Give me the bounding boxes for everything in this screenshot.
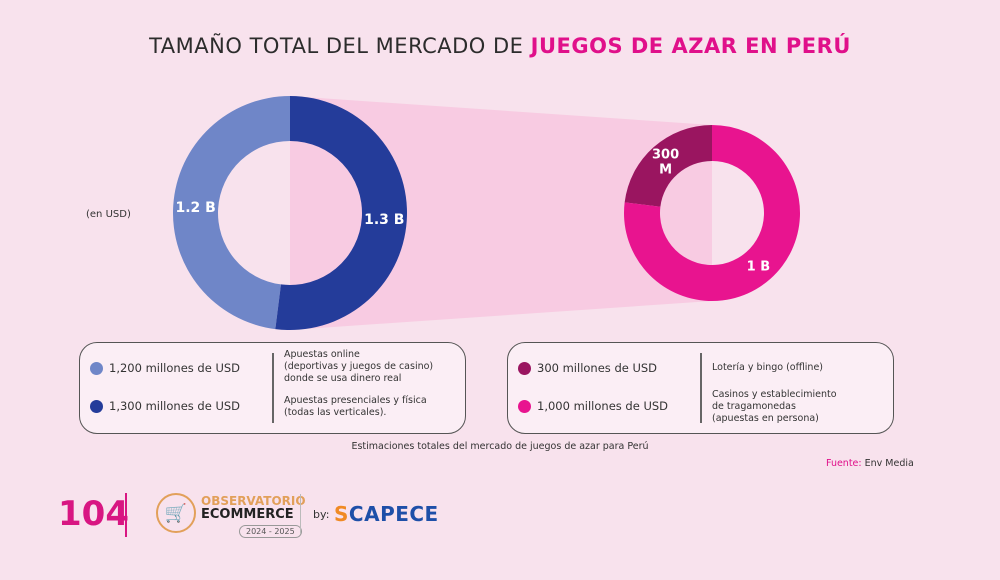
legend-box-right: 300 millones de USD 1,000 millones de US… bbox=[507, 342, 894, 434]
page-title: TAMAÑO TOTAL DEL MERCADO DE JUEGOS DE AZ… bbox=[0, 34, 1000, 58]
legend-item: 1,000 millones de USD bbox=[518, 399, 668, 413]
legend-dot bbox=[518, 361, 531, 375]
observatorio-logo: OBSERVATORIO ECOMMERCE 2024 - 2025 bbox=[201, 494, 306, 538]
legend-value: 300 millones de USD bbox=[537, 361, 658, 375]
title-prefix: TAMAÑO TOTAL DEL MERCADO DE bbox=[149, 34, 531, 58]
legend-desc: Lotería y bingo (offline) bbox=[712, 362, 824, 373]
slice-label: 300 M bbox=[652, 148, 679, 178]
donut-slice bbox=[275, 96, 407, 330]
legend-desc: Apuestas presenciales y física (todas las… bbox=[284, 395, 427, 418]
by-label: by: bbox=[313, 508, 330, 521]
source: Fuente: Env Media bbox=[826, 458, 914, 469]
legend-dot bbox=[90, 361, 103, 375]
legend-item: 1,300 millones de USD bbox=[90, 399, 240, 413]
caption: Estimaciones totales del mercado de jueg… bbox=[351, 441, 649, 452]
divider bbox=[700, 353, 702, 423]
donut-left: 1.2 B 1.3 B bbox=[172, 96, 407, 330]
legend-desc: Casinos y establecimiento de tragamonedas… bbox=[712, 389, 837, 424]
legend-value: 1,200 millones de USD bbox=[109, 361, 241, 375]
divider bbox=[125, 493, 127, 537]
legend-value: 1,000 millones de USD bbox=[537, 399, 669, 413]
page-number: 104 bbox=[58, 494, 129, 534]
capece-logo: SCAPECE bbox=[334, 502, 439, 526]
slice-label: 1.3 B bbox=[364, 212, 404, 228]
unit-label: (en USD) bbox=[86, 209, 131, 220]
divider bbox=[300, 494, 301, 534]
donut-slice bbox=[624, 125, 712, 207]
legend-item: 300 millones de USD bbox=[518, 361, 657, 375]
legend-desc: Apuestas online (deportivas y juegos de c… bbox=[284, 349, 434, 384]
cart-logo-icon: 🛒 bbox=[156, 493, 196, 533]
legend-dot bbox=[518, 399, 531, 413]
donut-right: 300 M 1 B bbox=[624, 125, 801, 302]
slice-label: 1.2 B bbox=[176, 200, 216, 216]
slice-label: 1 B bbox=[747, 259, 770, 274]
divider bbox=[272, 353, 274, 423]
donut-charts: 1.2 B 1.3 B 300 M 1 B (en USD) bbox=[86, 96, 801, 330]
donut-slice bbox=[172, 96, 290, 330]
title-highlight: JUEGOS DE AZAR EN PERÚ bbox=[530, 34, 851, 58]
legend-value: 1,300 millones de USD bbox=[109, 399, 241, 413]
donut-slice bbox=[624, 125, 801, 302]
legend-dot bbox=[90, 399, 103, 413]
legend-box-left: 1,200 millones de USD 1,300 millones de … bbox=[79, 342, 466, 434]
funnel-connector bbox=[290, 96, 712, 330]
legend-item: 1,200 millones de USD bbox=[90, 361, 240, 375]
